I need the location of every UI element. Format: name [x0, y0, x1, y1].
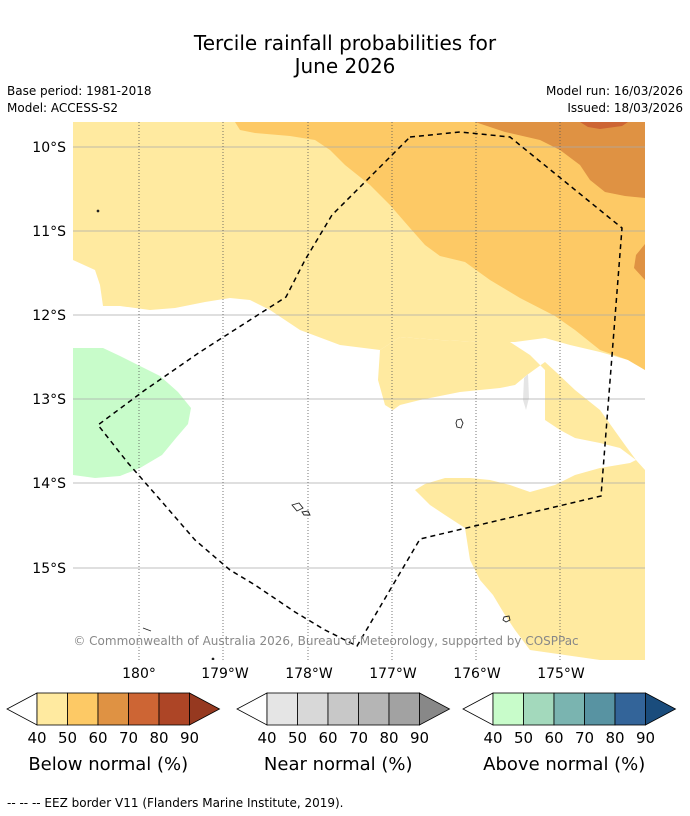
colorbar-tick-label: 50 — [288, 729, 307, 747]
colorbar-lower-extension — [236, 692, 268, 726]
island-outline — [291, 502, 304, 512]
lon-label: 178°W — [285, 666, 333, 682]
map-title-line1: Tercile rainfall probabilities for — [193, 31, 497, 55]
below-normal-40-50-region-south — [378, 337, 645, 660]
colorbar-tick-label: 60 — [318, 729, 337, 747]
copyright-notice: © Commonwealth of Australia 2026, Bureau… — [73, 634, 578, 648]
colorbar-segment — [36, 692, 68, 726]
colorbar-upper-extension — [419, 692, 451, 726]
colorbar-tick-label: 40 — [27, 729, 46, 747]
lat-label: 13°S — [32, 392, 66, 408]
lat-label: 15°S — [32, 561, 66, 577]
colorbar-segment — [358, 692, 390, 726]
island-dot — [211, 657, 215, 660]
colorbar-segment — [492, 692, 524, 726]
lat-label: 11°S — [32, 224, 66, 240]
colorbar-tick-label: 90 — [636, 729, 655, 747]
island-outline — [502, 615, 511, 623]
colorbar-tick-label: 90 — [180, 729, 199, 747]
lat-label: 14°S — [32, 476, 66, 492]
colorbar-tick-label: 80 — [379, 729, 398, 747]
colorbar-segment — [67, 692, 99, 726]
below-normal-colorbar: 40 50 60 70 80 90 Below normal (%) — [6, 692, 221, 775]
colorbar-title: Near normal (%) — [264, 754, 413, 775]
lon-label: 177°W — [369, 666, 417, 682]
colorbar-segment — [297, 692, 329, 726]
lon-label: 175°W — [537, 666, 585, 682]
colorbar-segment — [584, 692, 616, 726]
near-normal-colorbar: 40 50 60 70 80 90 Near normal (%) — [236, 692, 451, 775]
lon-label: 176°W — [453, 666, 501, 682]
colorbar-segment — [388, 692, 420, 726]
colorbar-segment — [327, 692, 359, 726]
colorbar-tick-label: 80 — [149, 729, 168, 747]
issued-date: Issued: 18/03/2026 — [567, 101, 683, 115]
colorbar-tick-label: 40 — [483, 729, 502, 747]
below-normal-50-60-region — [235, 122, 645, 370]
islands — [96, 209, 511, 660]
colorbar-tick-label: 70 — [119, 729, 138, 747]
map-title-line2: June 2026 — [294, 54, 396, 78]
map-plot-area: © Commonwealth of Australia 2026, Bureau… — [73, 122, 645, 660]
latitude-labels: 10°S 11°S 12°S 13°S 14°S 15°S — [32, 140, 66, 577]
longitude-labels: 180° 179°W 178°W 177°W 176°W 175°W — [122, 666, 585, 682]
colorbar-title: Above normal (%) — [483, 754, 645, 775]
below-normal-60-70-region — [475, 122, 645, 198]
island-dot — [96, 209, 100, 213]
colorbar-tick-label: 60 — [544, 729, 563, 747]
below-normal-70-80-region — [580, 122, 628, 129]
colorbar-tick-label: 60 — [88, 729, 107, 747]
latitude-gridlines — [73, 146, 645, 569]
colorbar-tick-label: 40 — [257, 729, 276, 747]
colorbar-segment — [553, 692, 585, 726]
lat-label: 12°S — [32, 308, 66, 324]
lon-label: 180° — [122, 666, 156, 682]
model-name: Model: ACCESS-S2 — [7, 101, 119, 115]
colorbar-upper-extension — [189, 692, 221, 726]
colorbar-tick-label: 50 — [58, 729, 77, 747]
colorbar-segment — [614, 692, 646, 726]
colorbar-title: Below normal (%) — [28, 754, 188, 775]
lat-label: 10°S — [32, 140, 66, 156]
island-outline — [142, 627, 152, 632]
above-normal-colorbar: 40 50 60 70 80 90 Above normal (%) — [462, 692, 677, 775]
colorbar-tick-label: 90 — [410, 729, 429, 747]
near-normal-40-50-sliver — [523, 374, 529, 410]
colorbar-segment — [158, 692, 190, 726]
colorbar-tick-label: 70 — [349, 729, 368, 747]
island-outline — [301, 510, 311, 516]
island-outline — [455, 418, 464, 429]
colorbar-segment — [523, 692, 555, 726]
colorbar-upper-extension — [645, 692, 677, 726]
colorbar-segment — [97, 692, 129, 726]
colorbar-segment — [128, 692, 160, 726]
colorbar-tick-label: 70 — [575, 729, 594, 747]
eez-border — [96, 131, 623, 647]
eez-legend-note: -- -- -- EEZ border V11 (Flanders Marine… — [7, 796, 344, 810]
colorbar-segment — [266, 692, 298, 726]
base-period: Base period: 1981-2018 — [7, 84, 152, 98]
above-normal-40-50-region — [73, 348, 191, 478]
lon-label: 179°W — [201, 666, 249, 682]
colorbar-tick-label: 80 — [605, 729, 624, 747]
model-run-date: Model run: 16/03/2026 — [545, 84, 683, 98]
colorbar-tick-label: 50 — [514, 729, 533, 747]
below-normal-60-70-region-east — [634, 244, 645, 280]
colorbar-lower-extension — [462, 692, 494, 726]
colorbar-lower-extension — [6, 692, 38, 726]
